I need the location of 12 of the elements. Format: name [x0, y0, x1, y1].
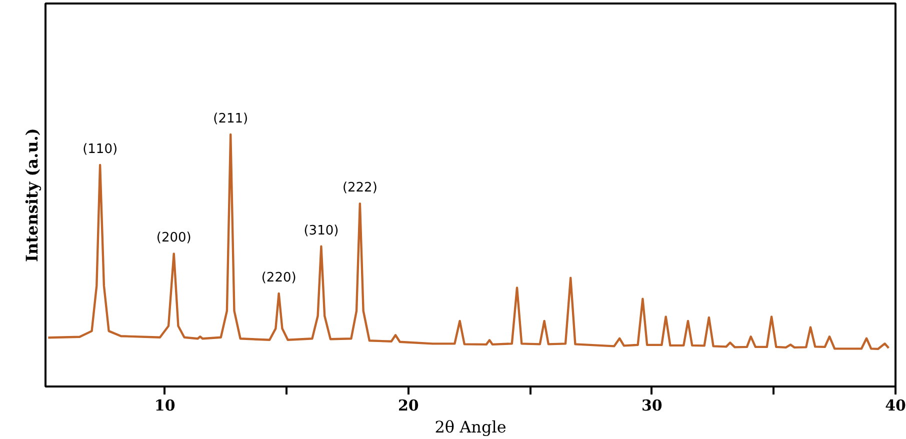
x-tick-label: 40	[885, 396, 906, 414]
annotation: (211)	[213, 112, 248, 127]
annotation: (222)	[342, 180, 378, 196]
x-tick-label: 30	[642, 396, 662, 414]
annotation: (200)	[156, 230, 192, 246]
x-axis-title: 2θ Angle	[434, 418, 506, 436]
x-tick-label: 10	[154, 396, 176, 414]
annotation: (110)	[82, 142, 118, 158]
x-tick-label: 20	[398, 396, 419, 414]
y-axis-title: Intensity (a.u.)	[22, 128, 42, 262]
annotation: (220)	[261, 270, 296, 286]
annotation: (310)	[304, 223, 339, 238]
